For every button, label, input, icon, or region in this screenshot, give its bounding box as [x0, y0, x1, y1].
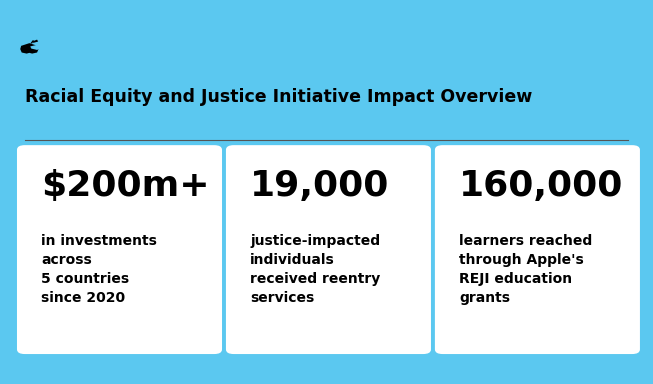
Text: in investments
across
5 countries
since 2020: in investments across 5 countries since …: [41, 234, 157, 305]
Text: justice-impacted
individuals
received reentry
services: justice-impacted individuals received re…: [250, 234, 380, 305]
FancyBboxPatch shape: [226, 145, 431, 354]
Polygon shape: [30, 44, 40, 50]
FancyBboxPatch shape: [435, 145, 640, 354]
Polygon shape: [30, 40, 34, 43]
FancyBboxPatch shape: [17, 145, 222, 354]
Text: learners reached
through Apple's
REJI education
grants: learners reached through Apple's REJI ed…: [459, 234, 592, 305]
Text: Racial Equity and Justice Initiative Impact Overview: Racial Equity and Justice Initiative Imp…: [25, 88, 532, 106]
Polygon shape: [20, 43, 39, 54]
Text: 160,000: 160,000: [459, 169, 624, 203]
Text: $200m+: $200m+: [41, 169, 210, 203]
Text: 19,000: 19,000: [250, 169, 389, 203]
Polygon shape: [32, 40, 38, 43]
